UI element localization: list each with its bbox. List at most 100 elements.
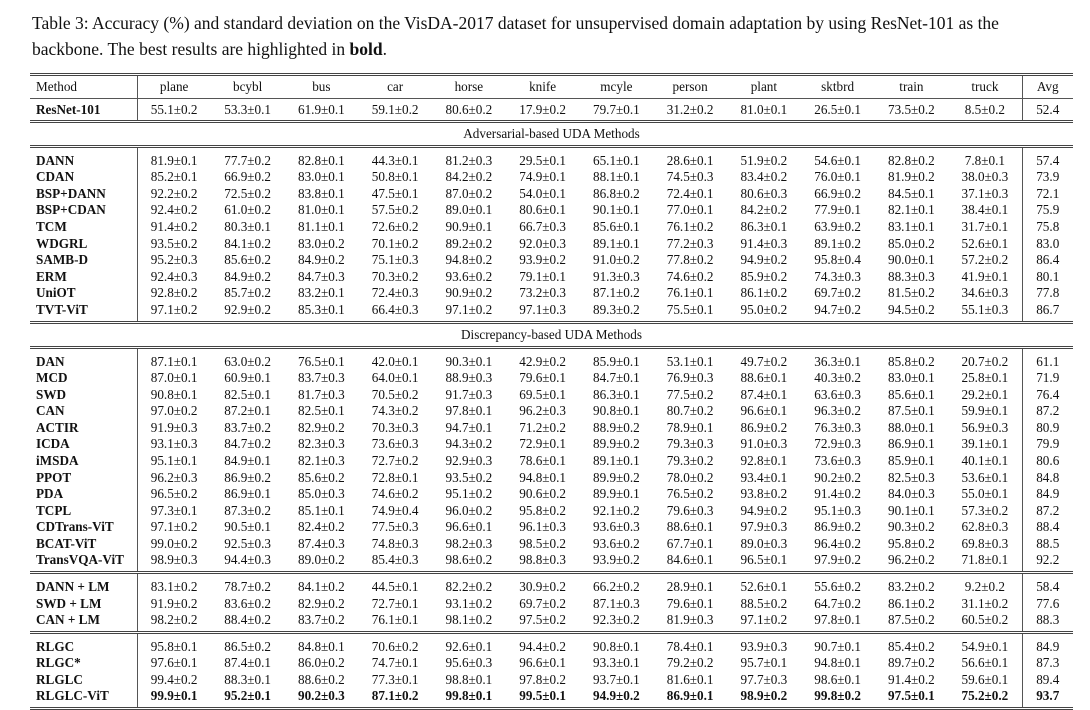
cell-plant: 85.9±0.2 (740, 268, 788, 284)
cell-car: 50.8±0.1 (371, 169, 419, 185)
cell-bcybl: 84.9±0.2 (224, 268, 272, 284)
method-name: BSP+DANN (30, 185, 138, 203)
cell-sktbrd: 66.9±0.2 (814, 185, 862, 201)
cell-horse: 94.3±0.2 (445, 436, 493, 452)
cell-sktbrd: 94.8±0.1 (814, 655, 862, 671)
table-row: PDA 96.5±0.2 86.9±0.1 85.0±0.3 74.6±0.2 95.1±… (30, 485, 1073, 503)
cell-knife: 92.0±0.3 (519, 235, 567, 251)
table-group: DANN + LM 83.1±0.2 78.7±0.2 84.1±0.2 44.5±0.… (30, 572, 1073, 633)
table-row: BSP+CDAN 92.4±0.2 61.0±0.2 81.0±0.1 57.5±0.2… (30, 202, 1073, 219)
table-row: SWD + LM 91.9±0.2 83.6±0.2 82.9±0.2 72.7±0.1… (30, 595, 1073, 612)
cell-truck: 57.2±0.2 (961, 252, 1009, 268)
cell-knife: 96.1±0.3 (519, 519, 567, 535)
table-row: TCPL 97.3±0.1 87.3±0.2 85.1±0.1 74.9±0.4 96.0… (30, 502, 1073, 520)
cell-train: 83.1±0.1 (887, 219, 935, 235)
cell-train: 95.8±0.2 (887, 535, 935, 551)
column-header-bcybl: bcybl (232, 79, 263, 94)
method-name: ICDA (30, 436, 138, 453)
cell-bcybl: 77.7±0.2 (224, 153, 272, 168)
cell-bus: 83.7±0.2 (297, 611, 345, 627)
table-row: UniOT 92.8±0.2 85.7±0.2 83.2±0.1 72.4±0.3 90.… (30, 285, 1073, 302)
cell-truck: 29.2±0.1 (961, 386, 1009, 402)
cell-train: 87.5±0.1 (887, 403, 935, 419)
cell-avg: 87.2 (1021, 502, 1073, 520)
cell-bcybl: 86.9±0.1 (224, 486, 272, 502)
cell-knife: 42.9±0.2 (519, 353, 567, 369)
cell-horse: 96.6±0.1 (445, 519, 493, 535)
cell-avg: 89.4 (1021, 671, 1073, 689)
cell-bus: 85.6±0.2 (297, 469, 345, 485)
cell-plant: 51.9±0.2 (740, 153, 788, 168)
cell-sktbrd: 63.6±0.3 (814, 386, 862, 402)
cell-mcyle: 93.9±0.2 (592, 552, 640, 568)
method-name: TCPL (30, 502, 138, 520)
cell-sktbrd: 69.7±0.2 (814, 285, 862, 301)
cell-train: 87.5±0.2 (887, 611, 935, 627)
cell-person: 88.6±0.1 (666, 519, 714, 535)
table-row: WDGRL 93.5±0.2 84.1±0.2 83.0±0.2 70.1±0.2 89.… (30, 235, 1073, 252)
cell-train: 88.3±0.3 (887, 268, 935, 284)
cell-bcybl: 84.1±0.2 (224, 235, 272, 251)
cell-bcybl: 92.9±0.2 (224, 301, 272, 317)
cell-bus: 82.5±0.1 (297, 403, 345, 419)
cell-horse: 91.7±0.3 (445, 386, 493, 402)
cell-plane: 92.8±0.2 (150, 285, 198, 301)
cell-mcyle: 85.6±0.1 (592, 219, 640, 235)
table-row: CDAN 85.2±0.1 66.9±0.2 83.0±0.1 50.8±0.1 84.2… (30, 169, 1073, 186)
cell-mcyle: 87.1±0.3 (592, 595, 640, 611)
cell-bcybl: 72.5±0.2 (224, 185, 272, 201)
column-header-sktbrd: sktbrd (821, 79, 855, 94)
column-header-mcyle: mcyle (600, 79, 633, 94)
column-header-truck: truck (971, 79, 999, 94)
cell-knife: 97.8±0.2 (519, 671, 567, 687)
cell-mcyle: 86.8±0.2 (592, 185, 640, 201)
cell-avg: 77.6 (1021, 595, 1073, 612)
table-row: ResNet-101 55.1±0.2 53.3±0.1 61.9±0.1 59.1±0… (30, 98, 1073, 122)
caption-end: . (382, 39, 387, 59)
cell-mcyle: 87.1±0.2 (592, 285, 640, 301)
table-group: RLGC 95.8±0.1 86.5±0.2 84.8±0.1 70.6±0.2 92.6… (30, 632, 1073, 709)
cell-truck: 8.5±0.2 (964, 101, 1005, 117)
cell-person: 86.9±0.1 (666, 688, 714, 704)
caption-text: Table 3: Accuracy (%) and standard devia… (32, 13, 999, 59)
cell-person: 76.1±0.1 (666, 285, 714, 301)
cell-plant: 93.8±0.2 (740, 486, 788, 502)
cell-sktbrd: 26.5±0.1 (814, 101, 862, 117)
cell-avg: 80.6 (1021, 452, 1073, 470)
cell-bcybl: 92.5±0.3 (224, 535, 272, 551)
table-row: ICDA 93.1±0.3 84.7±0.2 82.3±0.3 73.6±0.3 94.3… (30, 436, 1073, 453)
cell-person: 81.9±0.3 (666, 611, 714, 627)
cell-avg: 88.5 (1021, 535, 1073, 553)
cell-avg: 52.4 (1021, 98, 1073, 122)
method-name: DANN (30, 146, 138, 169)
cell-person: 77.2±0.3 (666, 235, 714, 251)
cell-knife: 69.5±0.1 (519, 386, 567, 402)
cell-horse: 92.6±0.1 (445, 638, 493, 654)
cell-sktbrd: 77.9±0.1 (814, 202, 862, 218)
cell-car: 70.3±0.2 (371, 268, 419, 284)
cell-avg: 84.9 (1021, 632, 1073, 655)
cell-plane: 97.0±0.2 (150, 403, 198, 419)
column-header-train: train (899, 79, 924, 94)
cell-bus: 61.9±0.1 (297, 101, 345, 117)
cell-horse: 92.9±0.3 (445, 453, 493, 469)
cell-mcyle: 94.9±0.2 (592, 688, 640, 704)
cell-knife: 98.8±0.3 (519, 552, 567, 568)
cell-horse: 90.9±0.1 (445, 219, 493, 235)
cell-mcyle: 88.9±0.2 (592, 419, 640, 435)
cell-car: 59.1±0.2 (371, 101, 419, 117)
cell-truck: 54.9±0.1 (961, 638, 1009, 654)
method-name: RLGLC-ViT (30, 688, 138, 709)
cell-plane: 92.4±0.3 (150, 268, 198, 284)
cell-bcybl: 53.3±0.1 (224, 101, 272, 117)
cell-bcybl: 60.9±0.1 (224, 370, 272, 386)
cell-plant: 91.4±0.3 (740, 235, 788, 251)
method-name: CAN (30, 402, 138, 420)
cell-person: 31.2±0.2 (666, 101, 714, 117)
cell-avg: 83.0 (1021, 235, 1073, 252)
cell-car: 85.4±0.3 (371, 552, 419, 568)
cell-plane: 97.3±0.1 (150, 502, 198, 518)
cell-bcybl: 88.3±0.1 (224, 671, 272, 687)
cell-bcybl: 90.5±0.1 (224, 519, 272, 535)
cell-sktbrd: 97.8±0.1 (814, 611, 862, 627)
